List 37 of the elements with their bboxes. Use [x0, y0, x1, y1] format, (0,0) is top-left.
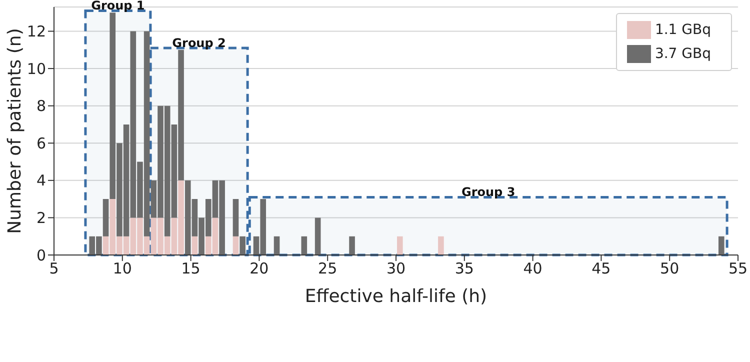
y-tick-label: 8 [36, 97, 46, 116]
x-tick-label: 25 [318, 260, 338, 278]
x-tick-label: 20 [250, 260, 269, 278]
y-axis-title: Number of patients (n) [4, 28, 26, 234]
x-axis-title: Effective half-life (h) [304, 286, 488, 307]
x-tick-label: 35 [454, 260, 474, 278]
legend-label: 1.1 GBq [654, 22, 711, 38]
x-tick-label: 45 [592, 260, 611, 278]
bar [438, 236, 444, 255]
y-tick-label: 0 [36, 246, 46, 264]
bar [349, 236, 355, 255]
bar [192, 236, 198, 255]
bar [718, 236, 724, 255]
bar [397, 236, 403, 255]
bar [274, 236, 280, 255]
band-label: Group 1 [91, 0, 145, 13]
x-tick-label: 15 [181, 260, 200, 278]
bar [314, 218, 321, 255]
x-tick-label: 10 [112, 260, 132, 278]
legend-label: 3.7 GBq [654, 46, 711, 62]
bar [232, 236, 239, 255]
bar [102, 199, 109, 236]
y-tick-label: 4 [36, 172, 46, 190]
x-tick-label: 5 [49, 260, 59, 278]
x-tick-label: 40 [523, 260, 542, 278]
bar [301, 236, 308, 255]
x-tick-label: 50 [660, 260, 680, 278]
y-tick-label: 2 [36, 209, 46, 228]
y-tick-label: 12 [26, 22, 46, 41]
x-tick-label: 55 [728, 260, 748, 278]
bar [240, 236, 246, 255]
y-tick-label: 10 [26, 60, 46, 78]
x-tick-label: 30 [386, 260, 406, 278]
y-tick-label: 6 [36, 134, 46, 152]
band-label: Group 2 [172, 36, 226, 50]
band-label: Group 3 [462, 185, 516, 200]
bar [232, 199, 239, 236]
